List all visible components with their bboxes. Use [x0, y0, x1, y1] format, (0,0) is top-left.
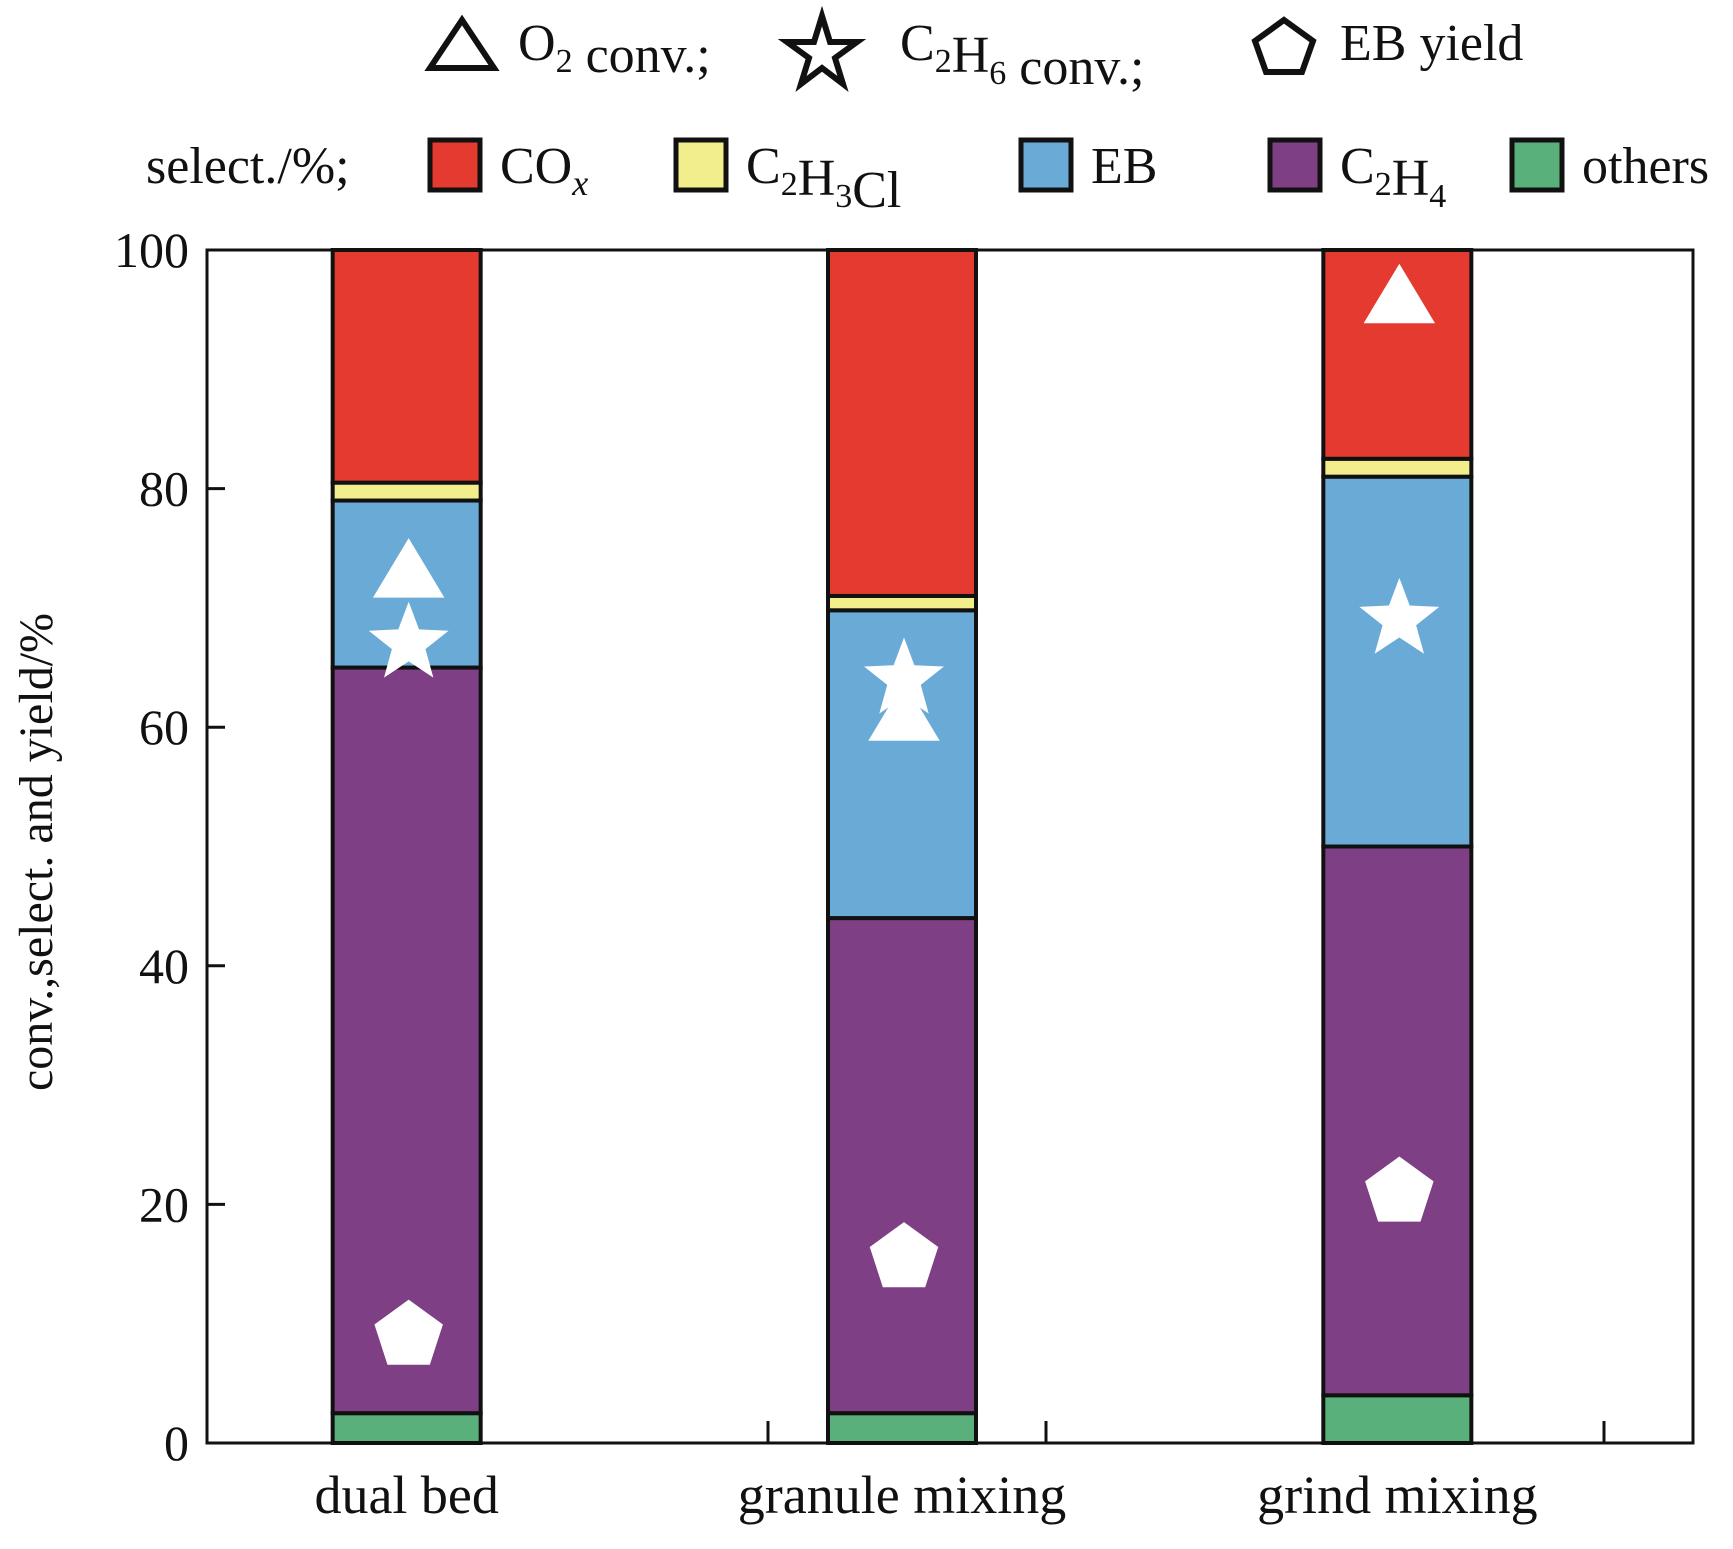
marker-o2-conv-granule-mixing: [868, 681, 940, 741]
marker-o2-conv-dual-bed: [372, 538, 445, 598]
bar-grind-mixing-c2h3cl: [1321, 456, 1474, 479]
legend-pentagon-icon: [1251, 16, 1317, 75]
legend-label-eb: EB: [1091, 138, 1157, 195]
y-tick-label: 60: [139, 699, 189, 755]
legend-triangle-icon: [424, 14, 500, 71]
marker-legend: O2 conv.; C2H6 conv.; EB yield: [424, 5, 1523, 96]
legend-label-c2h3cl: C2H3Cl: [746, 138, 901, 219]
marker-c2h6-conv-grind-mixing: [1359, 577, 1440, 654]
bar-grind-mixing-eb: [1321, 474, 1474, 849]
legend-star-icon: [777, 5, 867, 93]
legend-label-c2h4: C2H4: [1340, 138, 1446, 215]
bar-grind-mixing-others: [1321, 1393, 1474, 1446]
legend-label-others: others: [1582, 138, 1709, 195]
x-tick-label-granule-mixing: granule mixing: [738, 1465, 1066, 1525]
legend-swatch-c2h3cl: [673, 137, 729, 193]
bar-granule-mixing-others: [826, 1411, 978, 1446]
x-tick-label-grind-mixing: grind mixing: [1257, 1465, 1538, 1525]
legend-swatch-c2h4: [1267, 137, 1323, 193]
bar-dual-bed-others: [330, 1411, 483, 1446]
marker-eb-yield-grind-mixing: [1365, 1156, 1434, 1222]
y-axis-label: conv.,select. and yield/%: [10, 613, 63, 1091]
y-tick-label: 20: [139, 1176, 189, 1232]
legend-swatch-others: [1509, 137, 1565, 193]
bar-dual-bed-c2h3cl: [330, 480, 483, 503]
bar-granule-mixing-c2h4: [826, 916, 978, 1416]
marker-c2h6-conv-dual-bed: [368, 601, 449, 678]
marker-o2-conv-grind-mixing: [1363, 263, 1436, 324]
legend-eb-yield-label: EB yield: [1340, 15, 1523, 72]
bar-dual-bed-cox: [330, 248, 483, 485]
markers-group: [368, 263, 1440, 1365]
legend-c2h6-conv-label: C2H6 conv.;: [900, 15, 1144, 96]
y-tick-label: 0: [164, 1415, 189, 1471]
bar-dual-bed-c2h4: [330, 665, 483, 1416]
y-tick-label: 40: [139, 938, 189, 994]
bar-granule-mixing-cox: [826, 248, 978, 598]
y-tick-label: 80: [139, 461, 189, 517]
bars-group: [330, 248, 1474, 1446]
legend-o2-conv-label: O2 conv.;: [518, 15, 711, 84]
series-legend: select./%; COx C2H3Cl EB C2H4 others: [146, 137, 1709, 219]
bar-grind-mixing-c2h4: [1321, 844, 1474, 1398]
y-tick-label: 100: [114, 222, 189, 278]
legend-swatch-eb: [1018, 137, 1074, 193]
bar-granule-mixing-c2h3cl: [826, 593, 978, 613]
plot-axes: 0 20 40 60 80 100 dual bed granule mixing grind …: [114, 222, 1695, 1525]
x-tick-label-dual-bed: dual bed: [314, 1465, 498, 1525]
marker-eb-yield-dual-bed: [374, 1299, 443, 1365]
legend-prefix: select./%;: [146, 138, 350, 195]
legend-label-cox: COx: [500, 138, 588, 203]
marker-eb-yield-granule-mixing: [869, 1222, 939, 1288]
marker-c2h6-conv-granule-mixing: [864, 637, 944, 714]
legend-swatch-cox: [427, 137, 483, 193]
